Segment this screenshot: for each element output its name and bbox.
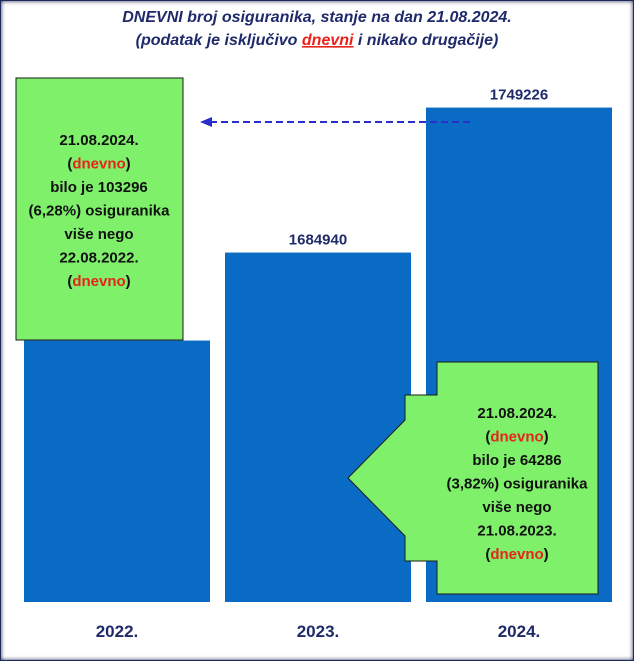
note2-text-line-2: bilo je 64286 <box>472 452 561 469</box>
note1-text-line-2: bilo je 103296 <box>50 179 148 196</box>
bar-2022 <box>24 340 210 602</box>
note2-text-line-3: (3,82%) osiguranika <box>447 476 589 493</box>
category-label-2023: 2023. <box>297 622 340 641</box>
value-label-2023: 1684940 <box>289 232 347 249</box>
subtitle-post: i nikako drugačije) <box>353 32 498 49</box>
note1-text-line-6: (dnevno) <box>67 273 130 290</box>
subtitle-pre: (podatak je isključivo <box>136 32 302 49</box>
note-box-1: 21.08.2024. (dnevno) bilo je 103296 (6,28%)… <box>15 77 184 341</box>
note2-text-line-5: 21.08.2023. <box>477 523 556 540</box>
note1-text-line-3: (6,28%) osiguranika <box>29 203 171 220</box>
dashed-arrow <box>200 117 470 127</box>
note1-text-line-4: više nego <box>64 226 133 243</box>
bar-2023 <box>225 252 411 602</box>
category-label-2022: 2022. <box>96 622 139 641</box>
value-label-2024: 1749226 <box>490 87 548 104</box>
note-arrow-2: 21.08.2024. (dnevno) bilo je 64286 (3,82%) … <box>347 361 599 595</box>
note1-text-line-0: 21.08.2024. <box>59 132 138 149</box>
note1-text-line-1: (dnevno) <box>67 156 130 173</box>
category-label-2024: 2024. <box>498 622 541 641</box>
note2-text-line-6: (dnevno) <box>485 546 548 563</box>
note2-text-line-4: više nego <box>482 499 551 516</box>
note2-text-line-1: (dnevno) <box>485 429 548 446</box>
subtitle-highlight: dnevni <box>302 32 354 49</box>
chart-subtitle: (podatak je isključivo dnevni i nikako d… <box>136 32 499 49</box>
note1-text-line-5: 22.08.2022. <box>59 250 138 267</box>
note2-text-line-0: 21.08.2024. <box>477 405 556 422</box>
chart-title: DNEVNI broj osiguranika, stanje na dan 2… <box>122 9 511 26</box>
